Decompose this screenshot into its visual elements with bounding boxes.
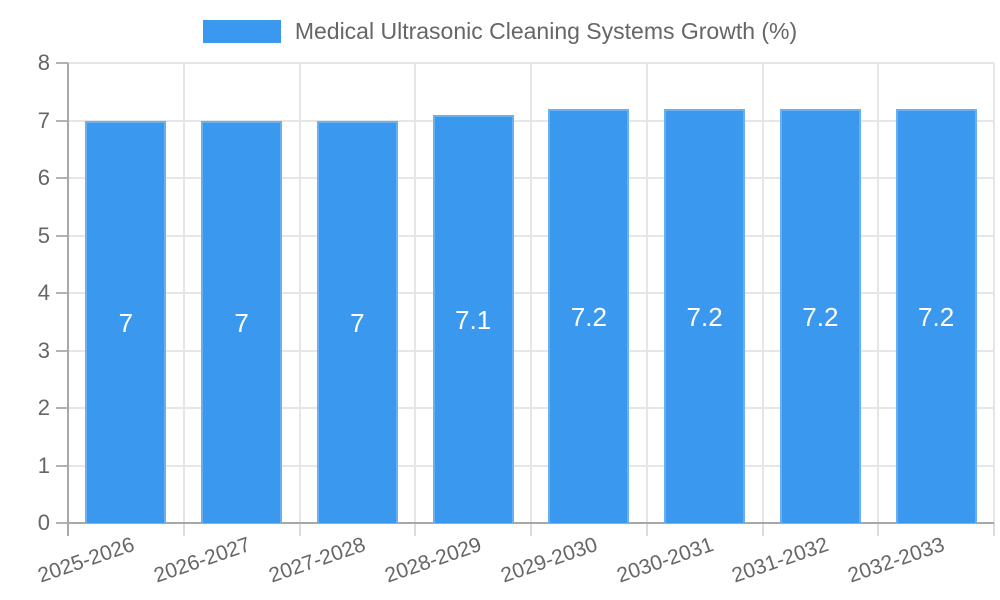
legend-label: Medical Ultrasonic Cleaning Systems Grow… (294, 18, 798, 44)
bar[interactable] (85, 120, 167, 523)
y-tick-label: 7 (37, 107, 50, 133)
bar-value-label: 7.2 (918, 302, 955, 332)
gridline-vertical (877, 63, 880, 523)
y-tick-label: 3 (37, 337, 50, 363)
y-tick-label: 2 (37, 395, 50, 420)
bar[interactable] (664, 109, 746, 523)
x-axis-line (68, 522, 994, 524)
bar[interactable] (432, 114, 514, 523)
y-tick-label: 1 (37, 452, 50, 478)
y-axis-tick (56, 349, 68, 352)
y-axis-tick (56, 292, 68, 294)
gridline-vertical (993, 63, 995, 523)
x-axis-tick (182, 523, 185, 536)
bar-value-label: 7.2 (686, 302, 723, 332)
gridline-vertical (530, 63, 532, 523)
legend-swatch (202, 20, 281, 43)
bar-value-label: 7.1 (455, 304, 492, 335)
bar[interactable] (316, 120, 398, 523)
y-tick-label: 6 (37, 165, 50, 190)
x-axis-tick (877, 523, 880, 536)
y-axis-tick (56, 177, 68, 179)
bar-value-label: 7.2 (802, 302, 839, 332)
bar[interactable] (201, 120, 283, 523)
bar-value-label: 7.2 (570, 302, 607, 332)
x-axis-tick (530, 523, 532, 536)
y-tick-label: 8 (37, 50, 50, 75)
gridline-vertical (645, 63, 648, 523)
gridline-vertical (298, 63, 301, 523)
x-axis-tick (67, 523, 69, 536)
bar[interactable] (548, 109, 630, 523)
gridline-vertical (414, 63, 417, 523)
x-axis-tick (645, 523, 648, 536)
y-axis-tick (56, 464, 68, 467)
y-tick-label: 4 (37, 280, 50, 305)
x-axis-tick (761, 523, 764, 536)
bar-value-label: 7 (234, 307, 249, 338)
bar-value-label: 7 (118, 307, 134, 338)
x-axis-tick (993, 523, 995, 536)
x-axis-tick (298, 523, 301, 536)
bar[interactable] (895, 109, 977, 523)
y-axis-tick (56, 234, 68, 237)
y-tick-label: 0 (37, 510, 50, 535)
x-axis-tick (414, 523, 417, 536)
legend[interactable]: Medical Ultrasonic Cleaning Systems Grow… (0, 18, 1000, 45)
y-axis-tick (56, 407, 68, 409)
y-axis-tick (56, 522, 68, 524)
bar[interactable] (779, 109, 861, 523)
y-tick-label: 5 (37, 222, 50, 248)
gridline-vertical (182, 63, 185, 523)
y-axis-tick (56, 119, 68, 122)
bar-value-label: 7 (350, 307, 365, 338)
gridline-vertical (761, 63, 764, 523)
y-axis-line (67, 63, 69, 523)
y-axis-tick (56, 62, 68, 64)
